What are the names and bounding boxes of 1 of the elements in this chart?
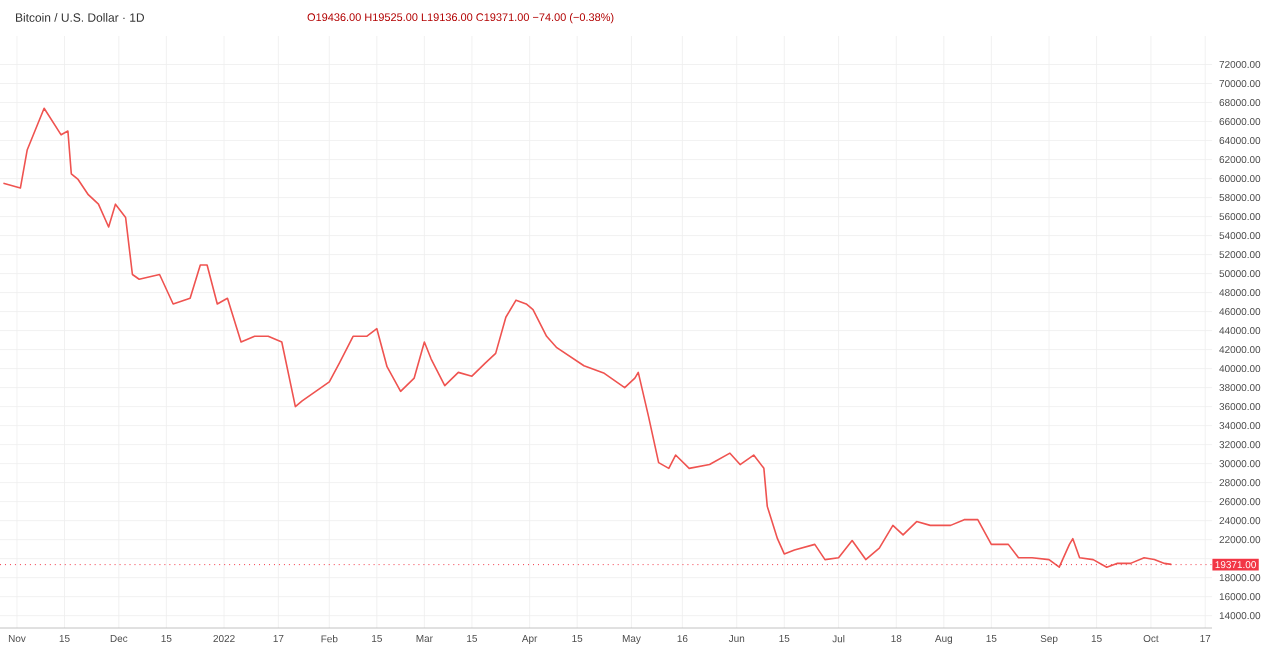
line-series xyxy=(2,107,1173,568)
